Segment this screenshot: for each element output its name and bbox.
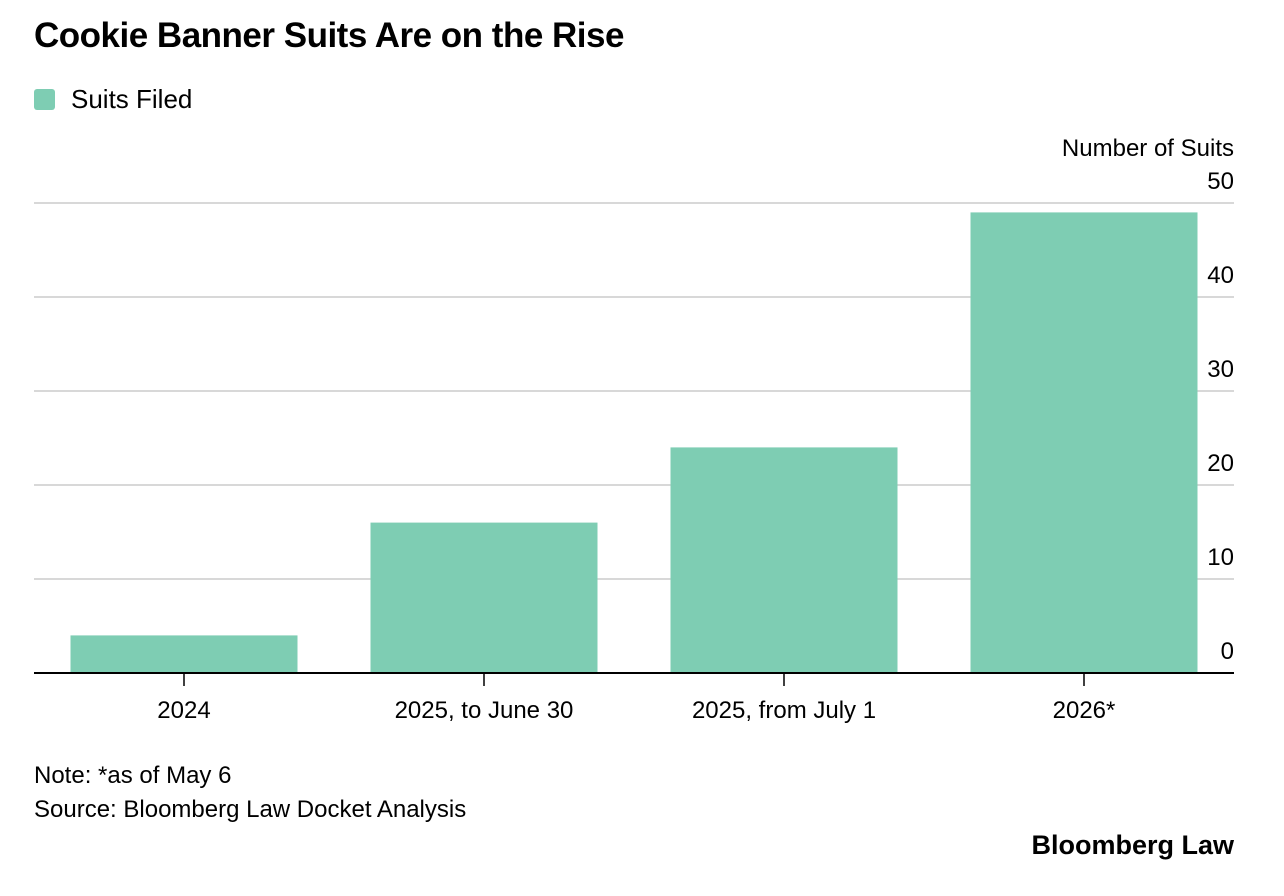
bar <box>370 522 598 673</box>
bar <box>70 635 298 673</box>
y-axis-ticks: 0 10 20 30 40 50 <box>1207 168 1234 665</box>
y-axis-label: Number of Suits <box>1062 135 1234 162</box>
brand-logo-text: Bloomberg Law <box>1031 830 1234 860</box>
y-tick-label: 50 <box>1207 168 1234 195</box>
chart-source: Source: Bloomberg Law Docket Analysis <box>34 796 467 823</box>
y-tick-label: 30 <box>1207 356 1234 383</box>
y-tick-label: 0 <box>1221 638 1234 665</box>
x-tick-label: 2025, from July 1 <box>692 697 876 724</box>
x-tick-label: 2025, to June 30 <box>395 697 574 724</box>
y-tick-label: 20 <box>1207 450 1234 477</box>
bar <box>970 212 1198 673</box>
bar-chart: 2024 2025, to June 30 2025, from July 1 202… <box>34 135 1234 724</box>
chart-title: Cookie Banner Suits Are on the Rise <box>34 16 624 55</box>
legend: Suits Filed <box>34 82 192 116</box>
chart-note: Note: *as of May 6 <box>34 762 232 789</box>
y-tick-label: 40 <box>1207 262 1234 289</box>
x-tick-label: 2024 <box>157 697 210 724</box>
x-axis: 2024 2025, to June 30 2025, from July 1 202… <box>34 672 1234 724</box>
legend-swatch-suits-filed <box>34 88 55 110</box>
y-tick-label: 10 <box>1207 544 1234 571</box>
bars <box>70 212 1198 673</box>
legend-label-suits-filed: Suits Filed <box>71 83 193 114</box>
x-tick-label: 2026* <box>1053 697 1116 724</box>
bar <box>670 447 898 673</box>
